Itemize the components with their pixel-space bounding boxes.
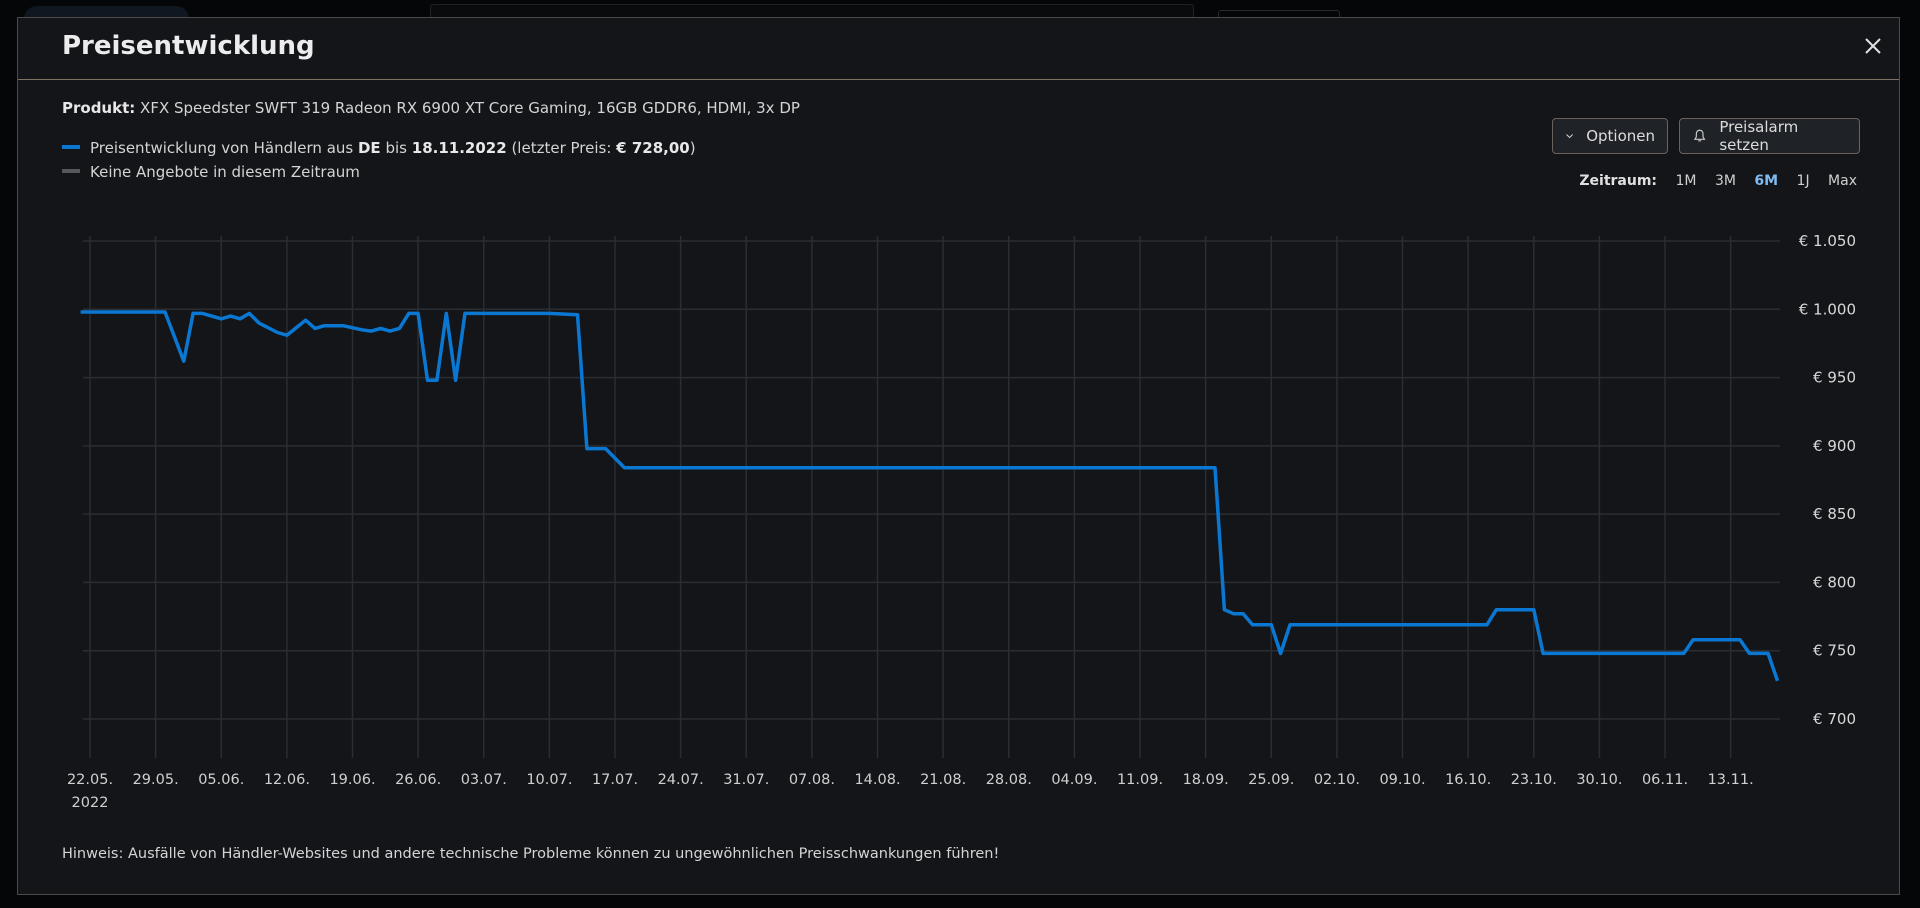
x-tick-label: 24.07.: [658, 772, 704, 788]
x-tick-label: 25.09.: [1248, 772, 1294, 788]
legend-last-price-suffix: ): [689, 139, 696, 157]
x-tick-label: 26.06.: [395, 772, 441, 788]
x-tick-label: 14.08.: [854, 772, 900, 788]
y-tick-label: € 800: [1813, 573, 1856, 591]
legend-prefix: Preisentwicklung von Händlern aus: [90, 139, 354, 157]
price-chart: 22.05. 29.05. 05.06. 12.06. 19.06. 26.06. 03.0…: [67, 232, 1856, 811]
period-3m[interactable]: 3M: [1714, 173, 1736, 189]
x-year-label: 2022: [72, 795, 109, 811]
legend-no-offers-swatch: [62, 168, 80, 173]
x-tick-label: 12.06.: [264, 772, 310, 788]
product-label: Produkt:: [62, 99, 136, 117]
x-tick-label: 07.08.: [789, 772, 835, 788]
legend-no-offers-label: Keine Angebote in diesem Zeitraum: [90, 163, 360, 181]
x-tick-label: 31.07.: [723, 772, 769, 788]
hint-text: Hinweis: Ausfälle von Händler-Websites u…: [62, 846, 1000, 862]
x-tick-label: 06.11.: [1642, 772, 1688, 788]
y-tick-label: € 1.050: [1799, 232, 1856, 250]
x-tick-label: 22.05.: [67, 772, 113, 788]
x-tick-label: 28.08.: [986, 772, 1032, 788]
y-tick-label: € 900: [1813, 437, 1856, 455]
x-tick-label: 21.08.: [920, 772, 966, 788]
x-tick-label: 05.06.: [198, 772, 244, 788]
legend-series-swatch: [62, 144, 80, 149]
x-tick-label: 02.10.: [1314, 772, 1360, 788]
x-tick-label: 19.06.: [329, 772, 375, 788]
x-tick-label: 16.10.: [1445, 772, 1491, 788]
period-1j[interactable]: 1J: [1796, 173, 1810, 189]
legend-last-price: € 728,00: [616, 139, 690, 157]
legend-date: 18.11.2022: [411, 139, 507, 157]
product-name: XFX Speedster SWFT 319 Radeon RX 6900 XT…: [140, 99, 800, 117]
price-line: [80, 310, 1780, 682]
x-tick-label: 09.10.: [1379, 772, 1425, 788]
x-tick-label: 04.09.: [1051, 772, 1097, 788]
period-6m[interactable]: 6M: [1754, 173, 1779, 189]
options-button[interactable]: Optionen: [1552, 118, 1668, 154]
price-history-modal: Preisentwicklung Produkt: XFX Speedster …: [17, 17, 1900, 895]
period-max[interactable]: Max: [1828, 173, 1857, 189]
x-tick-label: 13.11.: [1708, 772, 1754, 788]
chevron-down-icon: [1566, 134, 1574, 139]
price-alarm-label: Preisalarm setzen: [1719, 118, 1799, 154]
x-tick-label: 18.09.: [1183, 772, 1229, 788]
period-label: Zeitraum:: [1579, 173, 1658, 189]
y-tick-label: € 1.000: [1799, 300, 1856, 318]
close-icon[interactable]: [1861, 34, 1885, 58]
legend-no-offers: Keine Angebote in diesem Zeitraum: [62, 163, 360, 181]
period-1m[interactable]: 1M: [1675, 173, 1697, 189]
legend-until: bis: [385, 139, 407, 157]
y-tick-label: € 750: [1813, 642, 1856, 660]
bell-icon: [1693, 129, 1706, 142]
modal-header: Preisentwicklung: [18, 18, 1899, 80]
y-tick-label: € 850: [1813, 505, 1856, 523]
period-selector: Zeitraum: 1M 3M 6M 1J Max: [1579, 173, 1857, 189]
x-tick-label: 23.10.: [1511, 772, 1557, 788]
price-alarm-button[interactable]: Preisalarm setzen: [1679, 118, 1860, 154]
y-tick-label: € 700: [1813, 710, 1856, 728]
options-label: Optionen: [1586, 127, 1655, 145]
legend-last-price-prefix: (letzter Preis:: [511, 139, 612, 157]
y-tick-label: € 950: [1813, 369, 1856, 387]
legend-country: DE: [357, 139, 381, 157]
x-tick-label: 11.09.: [1117, 772, 1163, 788]
x-tick-label: 30.10.: [1576, 772, 1622, 788]
x-tick-label: 03.07.: [461, 772, 507, 788]
x-tick-label: 10.07.: [526, 772, 572, 788]
modal-title: Preisentwicklung: [62, 31, 315, 61]
x-tick-label: 29.05.: [133, 772, 179, 788]
x-tick-label: 17.07.: [592, 772, 638, 788]
legend-series: Preisentwicklung von Händlern aus DE bis…: [62, 139, 696, 157]
product-line: Produkt: XFX Speedster SWFT 319 Radeon R…: [62, 99, 800, 117]
